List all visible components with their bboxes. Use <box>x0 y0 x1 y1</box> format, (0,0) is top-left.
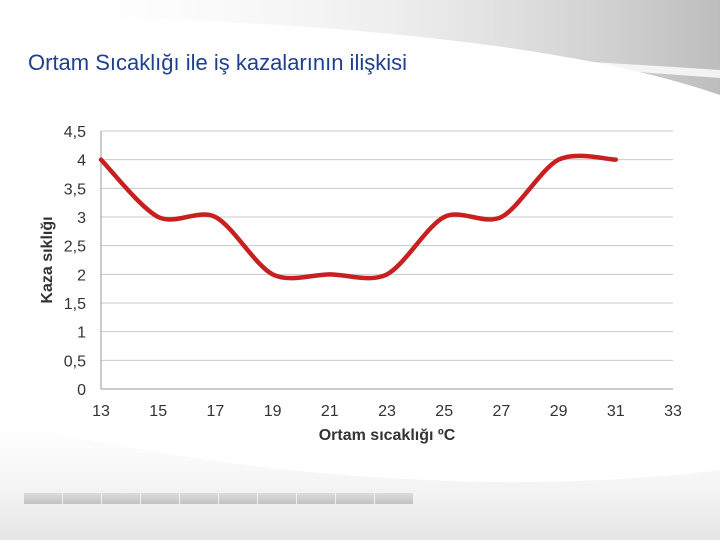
y-tick-label: 3,5 <box>64 181 86 198</box>
x-tick-label: 19 <box>264 403 282 420</box>
data-point <box>443 216 445 218</box>
slide-title: Ortam Sıcaklığı ile iş kazalarının ilişk… <box>28 50 407 75</box>
data-point <box>615 159 617 161</box>
footer-bar <box>24 493 414 504</box>
x-tick-label: 29 <box>550 403 568 420</box>
footer-cell <box>336 493 374 504</box>
x-tick-label: 25 <box>435 403 453 420</box>
x-tick-label: 13 <box>92 403 110 420</box>
footer-cell <box>219 493 257 504</box>
y-tick-label: 2 <box>77 267 86 284</box>
y-tick-label: 2,5 <box>64 239 86 256</box>
data-point <box>500 216 502 218</box>
x-axis-title: Ortam sıcaklığı ºC <box>319 427 456 444</box>
y-tick-label: 1 <box>77 325 86 342</box>
y-tick-label: 4 <box>77 153 86 170</box>
footer-cell <box>375 493 413 504</box>
y-tick-label: 3 <box>77 210 86 227</box>
x-tick-label: 23 <box>378 403 396 420</box>
data-point <box>558 159 560 161</box>
y-tick-label: 4,5 <box>64 124 86 141</box>
gridlines <box>100 130 673 390</box>
y-tick-label: 0,5 <box>64 353 86 370</box>
data-point <box>386 273 388 275</box>
x-tick-label: 33 <box>664 403 682 420</box>
footer-cell <box>141 493 179 504</box>
footer-cell <box>102 493 140 504</box>
footer-cell <box>63 493 101 504</box>
x-tick-label: 27 <box>493 403 511 420</box>
footer-cell <box>258 493 296 504</box>
x-tick-labels: 13 15 17 19 21 23 25 27 29 31 33 <box>92 403 682 420</box>
y-tick-label: 0 <box>77 382 86 399</box>
x-tick-label: 21 <box>321 403 339 420</box>
y-axis-title: Kaza sıklığı <box>39 216 56 303</box>
series-line <box>98 153 619 281</box>
data-point <box>272 273 274 275</box>
footer-cell <box>180 493 218 504</box>
data-point <box>157 216 159 218</box>
footer-cell <box>24 493 62 504</box>
y-tick-labels: 0 0,5 1 1,5 2 2,5 3 3,5 4 4,5 <box>64 124 86 399</box>
data-point <box>329 273 331 275</box>
x-tick-label: 17 <box>207 403 225 420</box>
data-point <box>214 216 216 218</box>
y-tick-label: 1,5 <box>64 296 86 313</box>
x-tick-label: 31 <box>607 403 625 420</box>
footer-cell <box>297 493 335 504</box>
series-layer <box>98 153 619 281</box>
x-tick-label: 15 <box>149 403 167 420</box>
data-point <box>100 159 102 161</box>
